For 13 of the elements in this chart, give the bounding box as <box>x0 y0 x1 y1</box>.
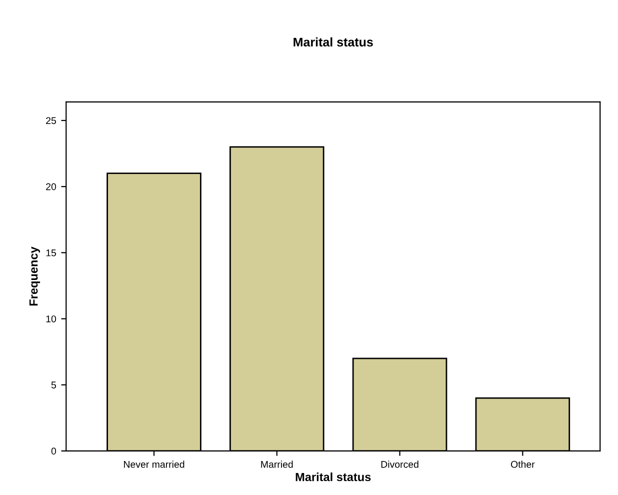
y-tick-label: 20 <box>46 183 56 190</box>
x-tick-label: Married <box>261 460 293 468</box>
y-tick-label: 5 <box>51 382 56 388</box>
chart-title: Marital status <box>294 37 373 47</box>
y-tick-label: 10 <box>46 315 56 322</box>
x-tick-label: Divorced <box>381 460 418 468</box>
x-axis-title: Marital status <box>296 472 371 482</box>
x-tick-label: Never married <box>124 460 184 468</box>
y-tick-label: 25 <box>46 117 56 124</box>
x-tick-label: Other <box>510 460 535 468</box>
y-tick-label: 0 <box>51 448 56 455</box>
y-tick-label: 15 <box>46 250 56 256</box>
y-axis-title: Frequency <box>29 246 40 306</box>
